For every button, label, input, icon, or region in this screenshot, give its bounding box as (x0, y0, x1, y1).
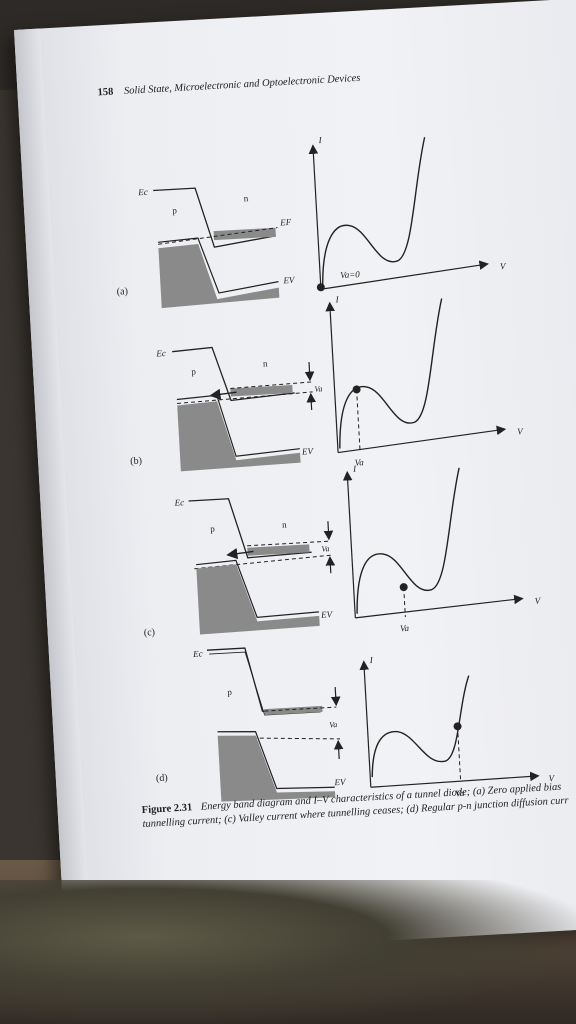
panel-b-ec-label: Ec (155, 348, 166, 359)
foreground-shadow (0, 880, 576, 1024)
panel-d-i-label: I (368, 655, 374, 665)
panel-c-p-valence-shade (196, 564, 320, 635)
panel-c-va-arrow-up (325, 555, 336, 574)
book-page: 158 Solid State, Microelectronic and Opt… (14, 0, 576, 959)
panel-a-v-label: V (500, 261, 508, 271)
panel-c-valence-band (196, 559, 320, 618)
panel-b-iv-curve (339, 298, 443, 449)
panel-a: (a) Ec p n EF EV I V Va=0 (116, 135, 508, 309)
book-title: Solid State, Microelectronic and Optoele… (123, 72, 361, 97)
panel-b-n-label: n (263, 358, 269, 368)
panel-b-fermi-p (177, 391, 313, 404)
panel-a-operating-point (316, 283, 325, 292)
panel-c-va-band-label: Va (321, 544, 329, 553)
panel-d-fermi-n (264, 706, 337, 712)
panel-d: (d) Va Ec p EV I V Va (156, 647, 556, 802)
panel-d-v-axis (370, 771, 540, 788)
panel-b-va-arrow-down (304, 362, 315, 382)
panel-c-conduction-band (188, 498, 312, 559)
panel-c: (c) Va Ec p n EV I V Va (144, 464, 542, 639)
panel-b-p-valence-shade (177, 401, 301, 472)
panel-a-ev-label: EV (282, 275, 296, 286)
panel-b-va-arrow-up (306, 392, 317, 411)
panel-d-fermi-p (217, 737, 341, 740)
panel-b-va-dashed (356, 389, 361, 450)
panel-c-p-label: p (210, 524, 216, 534)
figure-number: Figure 2.31 (141, 802, 193, 817)
panel-c-fermi-n (247, 540, 332, 547)
panel-c-tunnel-arrow (226, 548, 254, 560)
panel-b-ev-label: EV (301, 446, 315, 457)
panel-c-i-label: I (352, 464, 358, 474)
panel-a-conduction-band (153, 187, 277, 248)
figure-2-31: (a) Ec p n EF EV I V Va=0 (b) (116, 135, 556, 802)
panel-c-v-axis (355, 594, 524, 619)
panel-c-iv-curve (356, 467, 460, 614)
panel-d-va-arrow-down (330, 687, 341, 707)
panel-c-ev-label: EV (320, 609, 334, 620)
panel-a-fermi-level (158, 227, 278, 245)
panel-d-valence-band (217, 731, 335, 790)
panel-b-v-label: V (517, 426, 525, 436)
panel-b-n-filled-band (230, 385, 293, 397)
panel-d-v-label: V (548, 773, 556, 783)
panel-c-ec-label: Ec (173, 497, 184, 508)
panel-d-p-valence-shade (217, 735, 336, 802)
panel-a-ef-label: EF (279, 217, 292, 228)
panel-b-tag: (b) (130, 456, 142, 468)
panel-b-valence-band (176, 394, 300, 457)
panel-c-va-label: Va (400, 623, 410, 634)
panel-a-n-filled-band (213, 227, 276, 241)
panel-a-valence-band (158, 237, 279, 294)
panel-d-ec-label: Ec (192, 648, 203, 659)
panel-b-va-band-label: Va (314, 384, 322, 393)
panel-c-va-dashed (403, 587, 406, 618)
panel-d-ev-label: EV (333, 777, 347, 788)
panel-a-i-label: I (317, 135, 323, 145)
panel-c-n-label: n (282, 520, 288, 530)
panel-d-i-axis (359, 660, 372, 788)
panel-a-i-axis (308, 144, 322, 290)
page-gutter (14, 28, 92, 959)
panel-a-ec-label: Ec (137, 187, 148, 198)
panel-b-v-axis (338, 425, 507, 454)
panel-a-va-label: Va=0 (340, 269, 361, 280)
panel-d-va-arrow-up (333, 739, 344, 760)
panel-d-p-label: p (227, 687, 233, 697)
panel-c-tag: (c) (144, 627, 156, 639)
panel-b-p-label: p (191, 366, 197, 376)
panel-c-i-axis (342, 470, 356, 618)
panel-c-va-arrow-down (323, 521, 334, 541)
panel-c-n-filled-band (247, 544, 310, 556)
panel-a-v-axis (320, 260, 489, 290)
panel-b-tunnel-arrow (209, 388, 237, 400)
panel-a-tag: (a) (116, 286, 128, 298)
panel-a-p-valence-shade (158, 244, 280, 309)
panel-b-i-label: I (334, 294, 340, 304)
panel-b-conduction-band (172, 346, 295, 402)
page-number: 158 (97, 86, 114, 99)
running-header: 158 Solid State, Microelectronic and Opt… (97, 73, 360, 99)
panel-a-n-label: n (243, 193, 249, 203)
panel-d-va-band-label: Va (329, 720, 337, 729)
panel-a-p-label: p (172, 205, 178, 215)
panel-d-va-label: Va (455, 788, 465, 799)
panel-b-va-label: Va (354, 457, 364, 468)
panel-a-iv-curve (322, 137, 426, 286)
panel-d-va-dashed (457, 726, 462, 783)
panel-b-i-axis (325, 301, 339, 453)
panel-c-v-label: V (534, 595, 542, 605)
panel-d-conduction-band (206, 647, 321, 712)
panel-b: (b) Va Ec p n EV I V Va (130, 294, 525, 472)
panel-d-tag: (d) (156, 773, 168, 785)
